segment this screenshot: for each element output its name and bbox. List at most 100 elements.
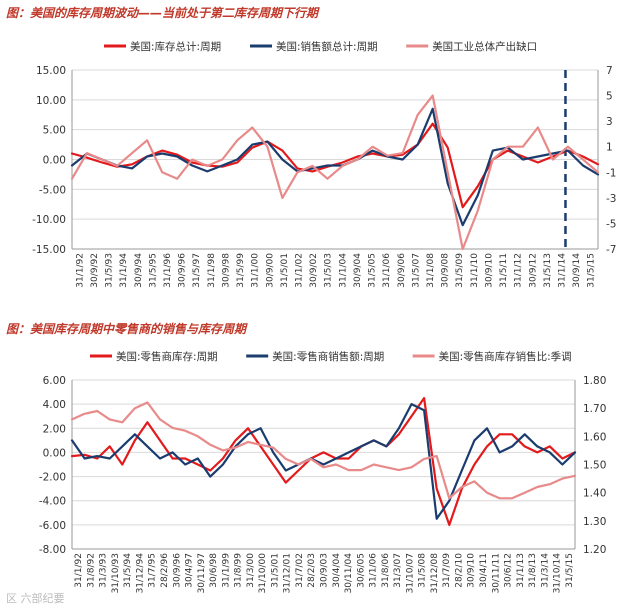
- c2-xtick: 30/11/97: [197, 553, 207, 593]
- c2-ytick-right: 1.70: [583, 403, 606, 415]
- c1-xtick: 30/9/10: [484, 253, 494, 288]
- c2-xtick: 31/5/15: [565, 553, 575, 588]
- c1-xtick: 30/9/12: [528, 253, 538, 288]
- c2-xtick: 31/1/13: [516, 553, 526, 588]
- c1-xtick: 31/1/92: [75, 253, 85, 288]
- c2-ytick-right: 1.80: [583, 375, 606, 387]
- c2-xtick: 31/8/06: [381, 553, 391, 588]
- c2-xtick: 31/3/00: [246, 553, 256, 588]
- c2-xtick: 31/1/99: [221, 553, 231, 588]
- c2-xtick: 30/11/11: [491, 553, 501, 593]
- c2-ytick-left: 6.00: [43, 375, 66, 387]
- c2-xtick: 28/2/03: [307, 553, 317, 588]
- c1-ytick-right: -3: [606, 193, 616, 205]
- c2-ytick-left: 2.00: [43, 423, 66, 435]
- c1-xtick: 31/1/02: [294, 253, 304, 288]
- c2-xtick: 31/10/93: [111, 553, 121, 593]
- c2-xtick: 30/9/03: [320, 553, 330, 588]
- c2-xtick: 30/6/05: [356, 553, 366, 588]
- c1-legend-label: 美国工业总体产出缺口: [432, 40, 537, 53]
- c2-xtick: 30/11/04: [344, 553, 354, 594]
- c2-xtick: 30/9/10: [467, 553, 477, 588]
- c1-xtick: 30/9/94: [134, 253, 144, 288]
- chart1: 15.0010.005.000.00-5.00-10.00-15.007531-…: [0, 0, 640, 310]
- c2-xtick: 31/5/08: [418, 553, 428, 588]
- c2-ytick-left: 0.00: [43, 447, 66, 459]
- c2-legend-label: 美国:零售商销售额:周期: [272, 350, 384, 363]
- c1-ytick-left: -10.00: [32, 214, 66, 226]
- c2-xtick: 31/1/92: [74, 553, 84, 588]
- c2-ytick-left: -4.00: [39, 496, 66, 508]
- c2-xtick: 31/8/13: [528, 553, 538, 588]
- c2-series-0: [72, 398, 575, 525]
- c1-ytick-right: 3: [606, 116, 613, 128]
- c2-xtick: 30/9/96: [172, 553, 182, 588]
- c2-xtick: 31/1/06: [369, 553, 379, 588]
- c2-xtick: 31/10/00: [258, 553, 268, 594]
- c1-xtick: 30/9/14: [572, 253, 582, 288]
- c1-ytick-left: 15.00: [36, 65, 66, 77]
- c2-xtick: 31/8/99: [234, 553, 244, 588]
- c1-ytick-right: -7: [606, 244, 616, 256]
- c1-xtick: 31/5/03: [324, 253, 334, 288]
- c2-ytick-right: 1.30: [583, 516, 606, 528]
- c1-ytick-left: -5.00: [39, 184, 66, 196]
- c2-xtick: 30/4/04: [332, 553, 342, 588]
- c1-legend-label: 美国:销售额总计:周期: [276, 40, 378, 53]
- c2-xtick: 31/3/07: [393, 553, 403, 588]
- c2-xtick: 31/10/07: [405, 553, 415, 593]
- c1-xtick: 31/1/08: [426, 253, 436, 288]
- c1-xtick: 31/5/99: [236, 253, 246, 288]
- watermark: 区 六部纪要: [6, 590, 65, 606]
- c1-xtick: 31/5/05: [368, 253, 378, 288]
- c1-xtick: 31/5/13: [543, 253, 553, 288]
- c2-xtick: 31/3/14: [540, 553, 550, 588]
- c1-xtick: 31/5/01: [280, 253, 290, 288]
- c2-legend-label: 美国:零售商库存销售比:季调: [439, 350, 572, 363]
- c1-xtick: 31/1/94: [119, 253, 129, 288]
- c1-xtick: 31/5/07: [411, 253, 421, 288]
- c1-xtick: 31/5/11: [499, 253, 509, 288]
- c1-xtick: 31/5/09: [455, 253, 465, 288]
- c1-xtick: 31/5/95: [148, 253, 158, 288]
- c2-xtick: 31/5/01: [270, 553, 280, 588]
- c2-legend-label: 美国:零售商库存:周期: [116, 350, 218, 363]
- c1-ytick-right: 1: [606, 142, 613, 154]
- c2-ytick-left: 4.00: [43, 399, 66, 411]
- c2-xtick: 31/8/92: [86, 553, 96, 588]
- c1-xtick: 30/9/96: [178, 253, 188, 288]
- c2-xtick: 31/12/01: [283, 553, 293, 593]
- c2-ytick-right: 1.60: [583, 431, 606, 443]
- c2-xtick: 28/2/10: [454, 553, 464, 588]
- c2-xtick: 31/10/14: [553, 553, 563, 594]
- c1-series-2: [72, 96, 598, 249]
- c2-ytick-left: -2.00: [39, 472, 66, 484]
- c1-xtick: 30/9/92: [90, 253, 100, 288]
- c2-xtick: 31/7/02: [295, 553, 305, 588]
- c1-series-1: [72, 109, 598, 225]
- c1-xtick: 31/1/96: [163, 253, 173, 288]
- c1-xtick: 31/1/98: [207, 253, 217, 288]
- c1-xtick: 31/1/14: [557, 253, 567, 288]
- c1-xtick: 30/9/08: [441, 253, 451, 288]
- c2-xtick: 31/12/94: [135, 553, 145, 594]
- c1-xtick: 30/9/06: [397, 253, 407, 288]
- c1-legend-label: 美国:库存总计:周期: [130, 40, 221, 53]
- c2-xtick: 30/4/97: [185, 553, 195, 588]
- c2-ytick-right: 1.20: [583, 544, 606, 556]
- c1-ytick-left: 5.00: [43, 125, 66, 137]
- c2-xtick: 30/4/11: [479, 553, 489, 588]
- c1-xtick: 31/1/04: [338, 253, 348, 288]
- c2-xtick: 31/12/08: [430, 553, 440, 594]
- c2-xtick: 31/7/95: [148, 553, 158, 588]
- c1-xtick: 31/1/06: [382, 253, 392, 288]
- c2-ytick-left: -8.00: [39, 544, 66, 556]
- c1-ytick-right: -5: [606, 218, 616, 230]
- c2-xtick: 31/5/94: [123, 553, 133, 588]
- c1-xtick: 31/1/00: [251, 253, 261, 288]
- c1-xtick: 31/1/12: [514, 253, 524, 288]
- c2-xtick: 31/7/09: [442, 553, 452, 588]
- c1-ytick-right: 5: [606, 91, 613, 103]
- c1-xtick: 30/9/04: [353, 253, 363, 288]
- c1-xtick: 30/9/00: [265, 253, 275, 288]
